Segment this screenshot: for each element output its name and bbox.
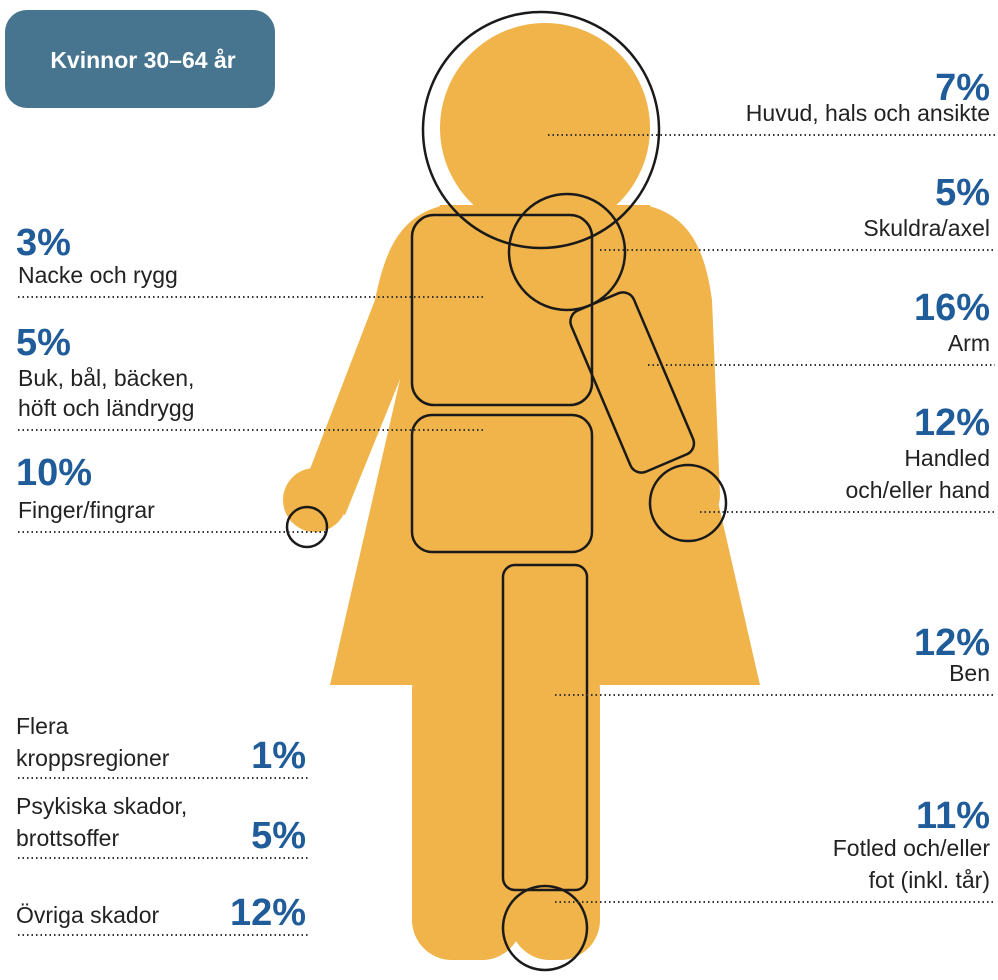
region-label: kroppsregioner [16, 745, 170, 771]
region-label: Fotled och/eller [833, 835, 991, 861]
percent: 12% [914, 402, 990, 444]
percent: 5% [935, 172, 990, 214]
region-outlines [285, 10, 728, 972]
region-label: Psykiska skador, [16, 793, 187, 819]
percent: 16% [914, 287, 990, 329]
percent: 11% [916, 795, 990, 837]
region-label: Buk, bål, bäcken, [18, 365, 194, 391]
region-label: Flera [16, 713, 69, 739]
region-label: höft och ländrygg [18, 395, 194, 421]
percent: 12% [230, 892, 306, 934]
region-label: Finger/fingrar [18, 497, 155, 523]
region-label: och/eller hand [846, 477, 991, 503]
region-label: Övriga skador [16, 902, 160, 928]
body-figure [283, 23, 760, 960]
badge-text: Kvinnor 30–64 år [50, 47, 235, 73]
percent: 10% [16, 452, 92, 494]
percent: 5% [251, 815, 306, 857]
region-label: Skuldra/axel [863, 215, 990, 241]
badge [5, 10, 275, 108]
percent: 5% [16, 322, 71, 364]
percent: 12% [914, 622, 990, 664]
percent: 1% [251, 735, 306, 777]
region-label: Nacke och rygg [18, 262, 178, 288]
region-label: brottsoffer [16, 825, 119, 851]
region-label: Ben [949, 660, 990, 686]
region-label: Huvud, hals och ansikte [746, 100, 990, 126]
percent: 3% [16, 222, 71, 264]
region-label: fot (inkl. tår) [869, 867, 990, 893]
region-label: Handled [904, 445, 990, 471]
percent: 7% [935, 67, 990, 109]
region-label: Arm [948, 330, 990, 356]
